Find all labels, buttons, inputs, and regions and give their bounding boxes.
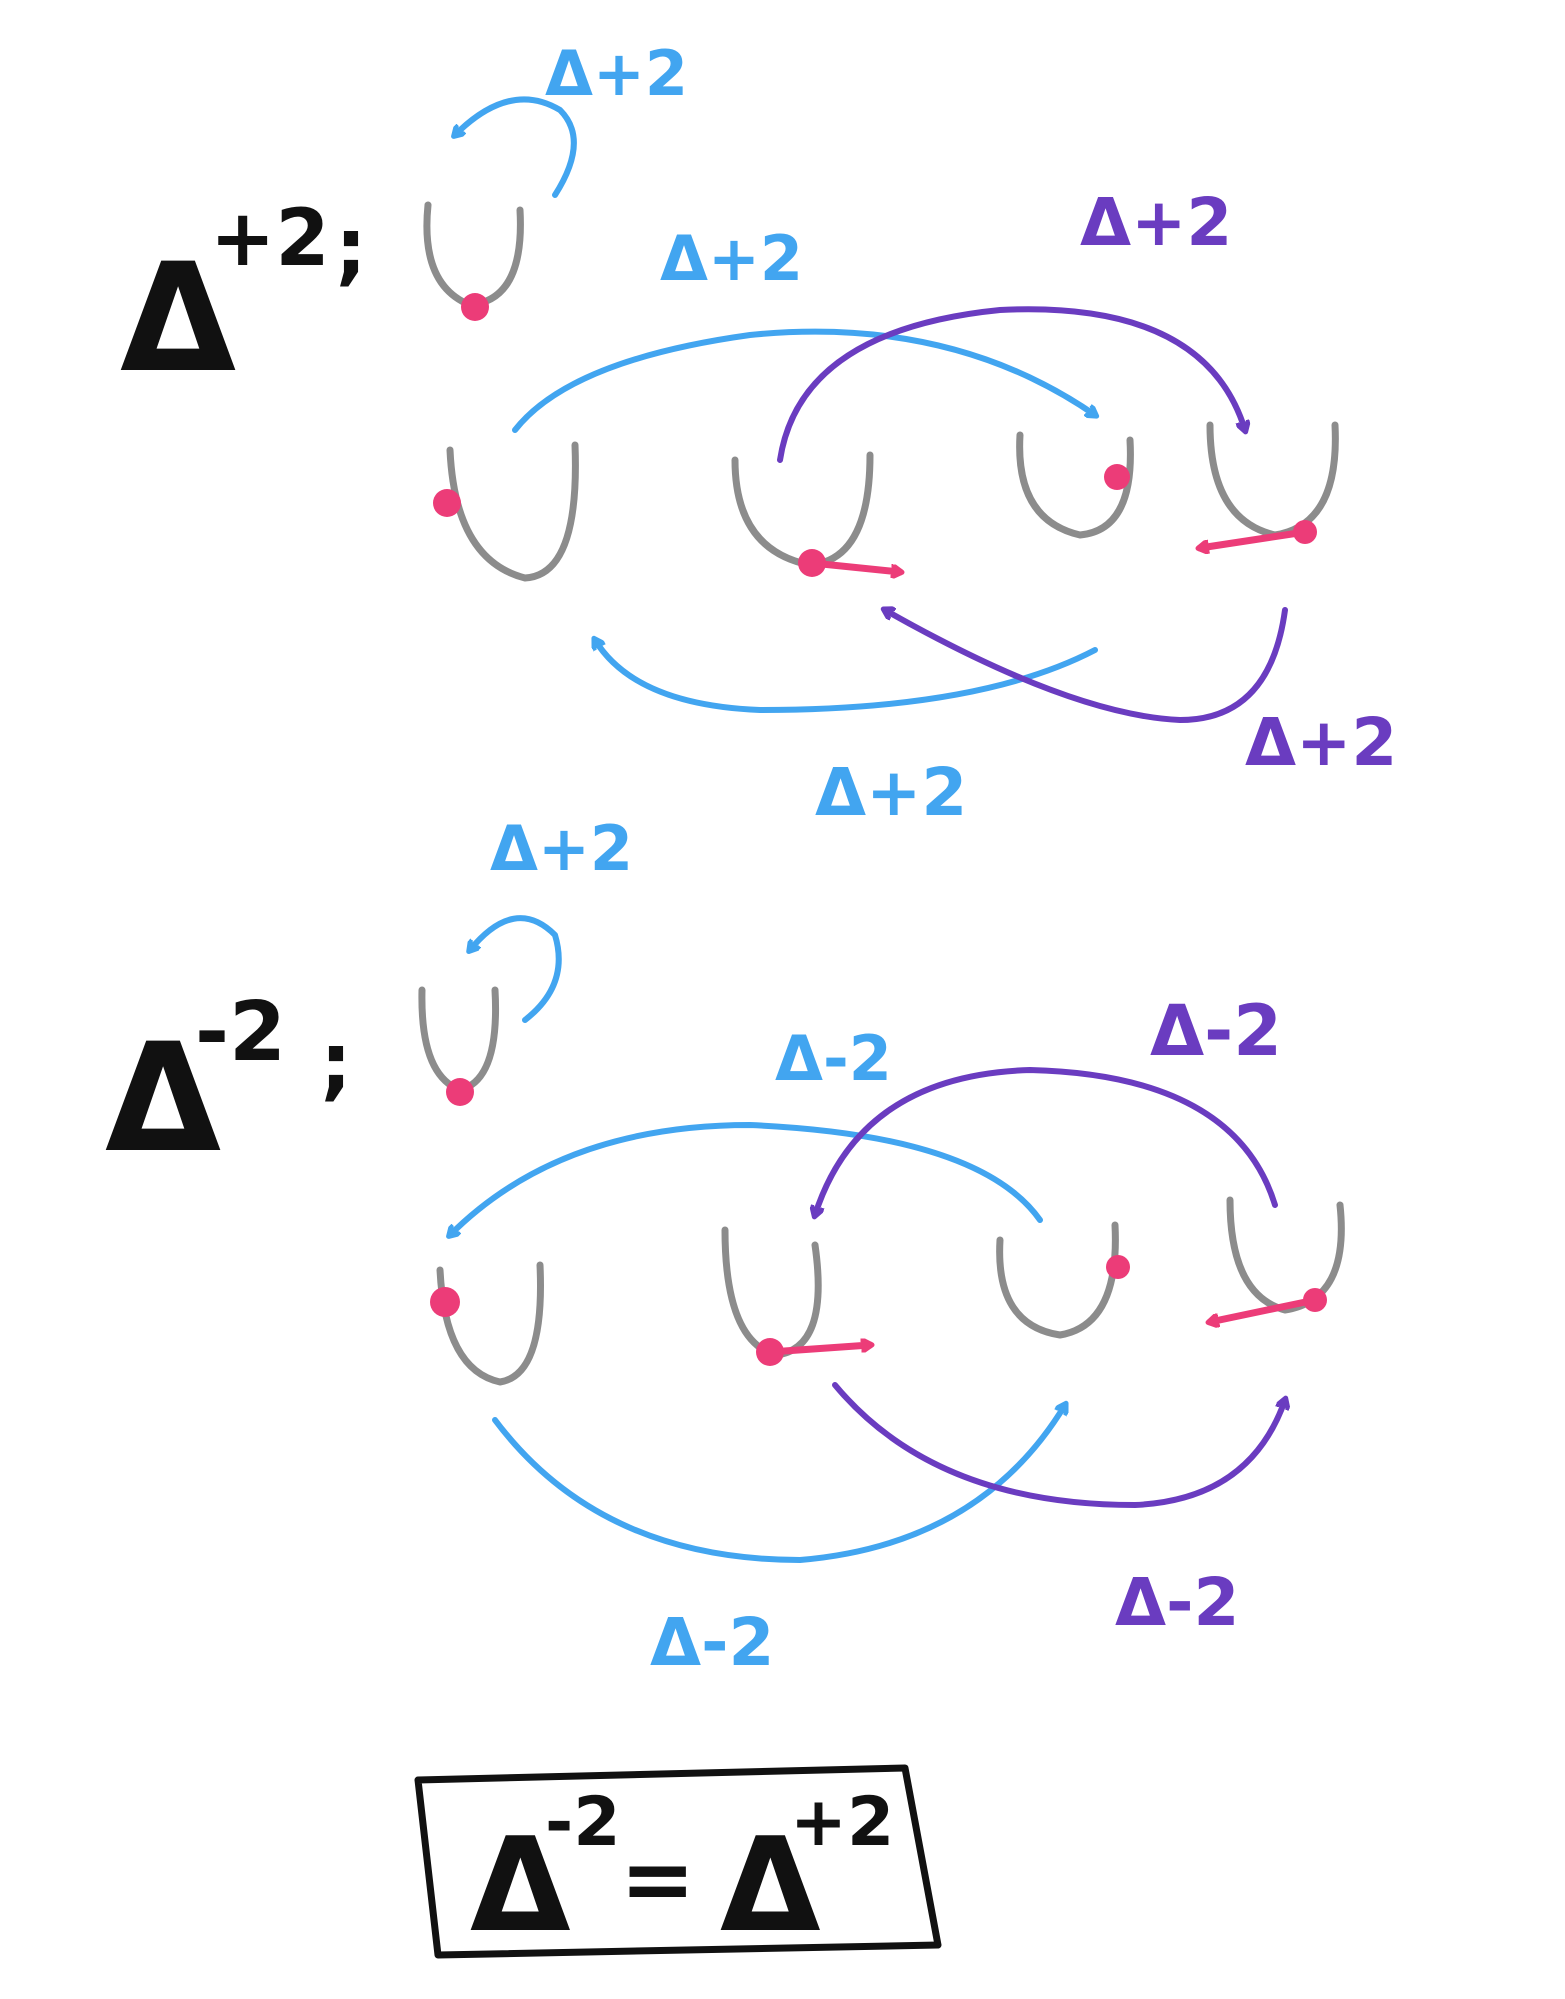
label-purple-top-bottom: Δ-2	[1150, 990, 1282, 1072]
label-blue-top-top: Δ+2	[660, 222, 803, 295]
top-section: Δ +2 ; Δ+2 Δ+2 Δ+2 Δ+2 Δ+2	[120, 37, 1397, 831]
top-heading-exponent: +2	[210, 194, 330, 284]
pink-point	[1104, 464, 1130, 490]
conclusion-box: Δ -2 = Δ +2	[414, 1764, 942, 1961]
pink-point	[1106, 1255, 1130, 1279]
self-loop-arrow	[470, 915, 562, 1023]
blue-arrow-bottom	[492, 1405, 1065, 1563]
blue-arrow-top	[512, 328, 1095, 433]
conclusion-frame	[414, 1764, 942, 1959]
label-blue-bottom-top: Δ+2	[815, 754, 967, 831]
bottom-heading: Δ -2 ;	[105, 985, 352, 1186]
purple-arrow-bottom	[832, 1382, 1285, 1508]
self-loop-arrow	[455, 96, 577, 198]
pink-arrow	[808, 559, 900, 572]
cup-2-bottom	[721, 1226, 822, 1359]
cup-4-bottom	[1226, 1196, 1345, 1314]
conclusion-equals: =	[620, 1827, 695, 1932]
pink-arrow	[1210, 1296, 1319, 1322]
label-purple-bottom-bottom: Δ-2	[1115, 1564, 1239, 1641]
cup-4-top	[1206, 421, 1339, 539]
purple-arrow-top	[777, 306, 1245, 463]
purple-arrow-bottom	[885, 610, 1288, 723]
top-heading-symbol: Δ	[120, 232, 236, 406]
pink-point	[433, 489, 461, 517]
pink-point	[446, 1078, 474, 1106]
bottom-heading-symbol: Δ	[105, 1012, 221, 1186]
cup-2-top	[731, 451, 874, 569]
blue-arrow-top	[450, 1122, 1043, 1235]
top-heading-colon: ;	[335, 201, 367, 294]
cup-single-bottom	[418, 986, 500, 1094]
pink-point	[461, 293, 489, 321]
cup-3-bottom	[996, 1221, 1119, 1339]
label-purple-top-top: Δ+2	[1080, 184, 1232, 261]
pink-arrow	[1200, 528, 1309, 548]
label-self-loop-bottom: Δ+2	[490, 812, 633, 885]
purple-arrow-top	[815, 1067, 1278, 1215]
conclusion-right-symbol: Δ	[720, 1809, 821, 1961]
cup-1-bottom	[436, 1261, 544, 1386]
conclusion-left-exponent: -2	[545, 1783, 621, 1862]
pink-point	[430, 1287, 460, 1317]
top-heading: Δ +2 ;	[120, 194, 367, 406]
label-blue-top-bottom: Δ-2	[775, 1022, 892, 1095]
cup-1-top	[446, 441, 579, 582]
cup-3-top	[1016, 431, 1134, 539]
label-purple-bottom-top: Δ+2	[1245, 704, 1397, 781]
label-blue-bottom-bottom: Δ-2	[650, 1604, 774, 1681]
bottom-heading-exponent: -2	[195, 985, 286, 1080]
conclusion-right-exponent: +2	[790, 1783, 894, 1862]
cup-single-top	[423, 201, 524, 309]
bottom-heading-colon: ;	[320, 1016, 352, 1109]
label-self-loop-top: Δ+2	[545, 37, 688, 110]
bottom-section: Δ -2 ; Δ+2 Δ-2 Δ-2 Δ-2 Δ-2	[105, 812, 1345, 1681]
conclusion-left-symbol: Δ	[470, 1809, 571, 1961]
pink-arrow	[766, 1345, 870, 1356]
